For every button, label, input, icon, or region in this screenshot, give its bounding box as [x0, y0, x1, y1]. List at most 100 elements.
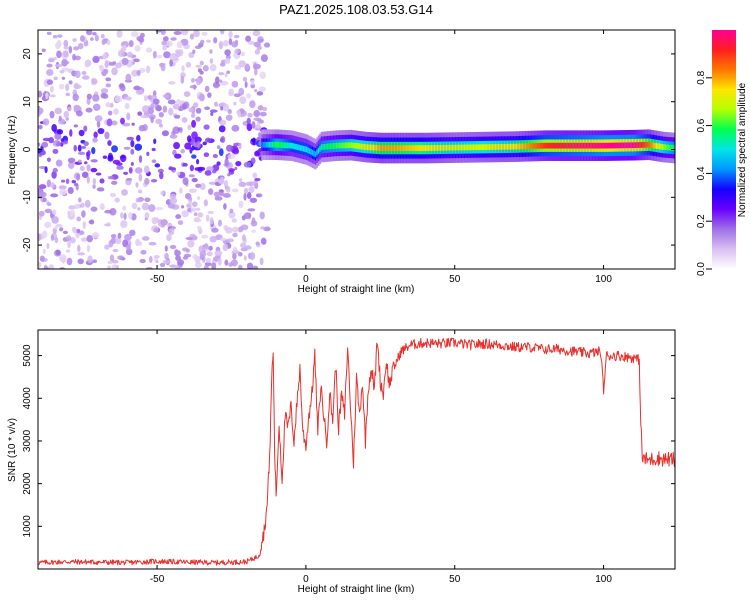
- spectrogram-cell: [69, 209, 76, 217]
- spectrogram-cell: [252, 172, 258, 179]
- spectrogram-cell: [199, 251, 207, 257]
- spectrogram-cell: [319, 146, 321, 152]
- spectrogram-cell: [99, 65, 104, 72]
- spectrogram-cell: [138, 173, 143, 182]
- spectrogram-cell: [83, 125, 88, 132]
- spectrogram-cell: [153, 255, 160, 259]
- spectrogram-cell: [258, 132, 262, 138]
- spectrogram-cell: [174, 153, 182, 159]
- spectrogram-cell: [102, 53, 108, 60]
- spectrogram-cell: [393, 145, 396, 151]
- spectrogram-cell: [95, 172, 102, 176]
- spectrogram-cell: [505, 143, 507, 150]
- spectrogram-cell: [655, 143, 658, 149]
- spectrogram-cell: [150, 179, 158, 183]
- spectrogram-cell: [144, 177, 150, 185]
- spectrogram-cell: [390, 145, 393, 151]
- spectrogram-cell: [213, 191, 221, 197]
- spectrogram-cell: [86, 234, 93, 243]
- spectrogram-cell: [49, 94, 56, 98]
- spectrogram-cell: [224, 49, 231, 56]
- spectrogram-cell: [618, 142, 621, 149]
- spectrogram-cell: [499, 144, 502, 150]
- spectrogram-cell: [587, 142, 589, 149]
- spectrogram-cell: [551, 142, 554, 149]
- spectrogram-cell: [99, 203, 105, 211]
- spectrogram-cell: [246, 262, 254, 269]
- spectrogram-cell: [285, 142, 287, 149]
- spectrogram-cell: [54, 107, 62, 115]
- spectrogram-cell: [216, 161, 221, 166]
- spectrogram-cell: [44, 221, 52, 229]
- spectrogram-cell: [77, 144, 82, 152]
- spectrogram-cell: [55, 249, 61, 256]
- spectrogram-cell: [245, 35, 252, 43]
- spectrogram-cell: [109, 192, 117, 198]
- spectrogram-cell: [651, 142, 653, 149]
- spectrogram-cell: [557, 142, 560, 149]
- spectrogram-cell: [203, 152, 210, 158]
- spectrogram-cell: [502, 143, 504, 150]
- spectrogram-cell: [429, 145, 432, 151]
- spectrogram-cell: [436, 145, 439, 151]
- spectrogram-cell: [273, 141, 275, 148]
- spectrogram-cell: [117, 49, 125, 57]
- spectrogram-cell: [172, 103, 180, 110]
- spectrogram-cell: [125, 177, 133, 181]
- spectrogram-cell: [185, 61, 192, 68]
- spectrogram-cell: [606, 142, 609, 149]
- spectrogram-cell: [115, 237, 122, 245]
- spectrogram-cell: [375, 144, 378, 151]
- spectrogram-cell: [109, 176, 115, 180]
- spectrogram-cell: [503, 143, 506, 150]
- spectrogram-cell: [90, 159, 98, 163]
- spectrogram-cell: [107, 140, 112, 146]
- spectrogram-cell: [166, 234, 172, 242]
- spectrogram-cell: [151, 147, 156, 152]
- spectrogram-cell: [74, 55, 81, 61]
- spectrogram-cell: [417, 145, 420, 151]
- spectrogram-cell: [223, 180, 229, 188]
- spectrogram-cell: [42, 137, 51, 142]
- spectrogram-cell: [180, 30, 189, 36]
- spectrogram-cell: [590, 142, 592, 149]
- spectrogram-cell: [177, 220, 184, 225]
- spectrogram-cell: [597, 142, 600, 149]
- spectrogram-cell: [65, 92, 71, 97]
- spectrogram-cell: [84, 199, 91, 208]
- spectrogram-cell: [187, 239, 195, 248]
- spectrogram-cell: [111, 120, 118, 126]
- spectrogram-cell: [54, 236, 59, 244]
- spectrogram-cell: [381, 145, 384, 151]
- spectrogram-cell: [204, 137, 211, 143]
- spectrogram-cell: [238, 87, 245, 96]
- spectrogram-cell: [169, 134, 178, 139]
- spectrogram-cell: [220, 30, 225, 35]
- spectrogram-cell: [128, 167, 133, 174]
- spectrogram-cell: [253, 41, 261, 48]
- spectrogram-cell: [138, 124, 146, 132]
- spectrogram-cell: [576, 142, 579, 149]
- spectrogram-cell: [384, 145, 387, 151]
- spectrogram-cell: [182, 256, 188, 260]
- spectrogram-cell: [87, 150, 91, 157]
- spectrogram-cell: [120, 84, 126, 92]
- spectrogram-cell: [97, 128, 105, 135]
- spectrogram-cell: [169, 59, 173, 67]
- spectrogram-cell: [55, 223, 63, 228]
- spectrogram-cell: [238, 264, 243, 269]
- spectrogram-cell: [68, 80, 73, 85]
- spectrogram-cell: [517, 143, 519, 150]
- spectrogram-cell: [68, 205, 76, 210]
- spectrogram-cell: [211, 169, 217, 174]
- spectrogram-cell: [262, 141, 265, 148]
- spectrogram-cell: [65, 83, 70, 92]
- spectrogram-cell: [279, 142, 281, 148]
- spectrogram-cell: [207, 210, 214, 215]
- spectrogram-cell: [254, 49, 261, 55]
- spectrogram-cell: [579, 142, 582, 149]
- spectrogram-cell: [241, 234, 246, 242]
- spectrogram-cell: [219, 79, 223, 83]
- spectrogram-cell: [77, 151, 86, 155]
- spectrogram-cell: [252, 265, 259, 269]
